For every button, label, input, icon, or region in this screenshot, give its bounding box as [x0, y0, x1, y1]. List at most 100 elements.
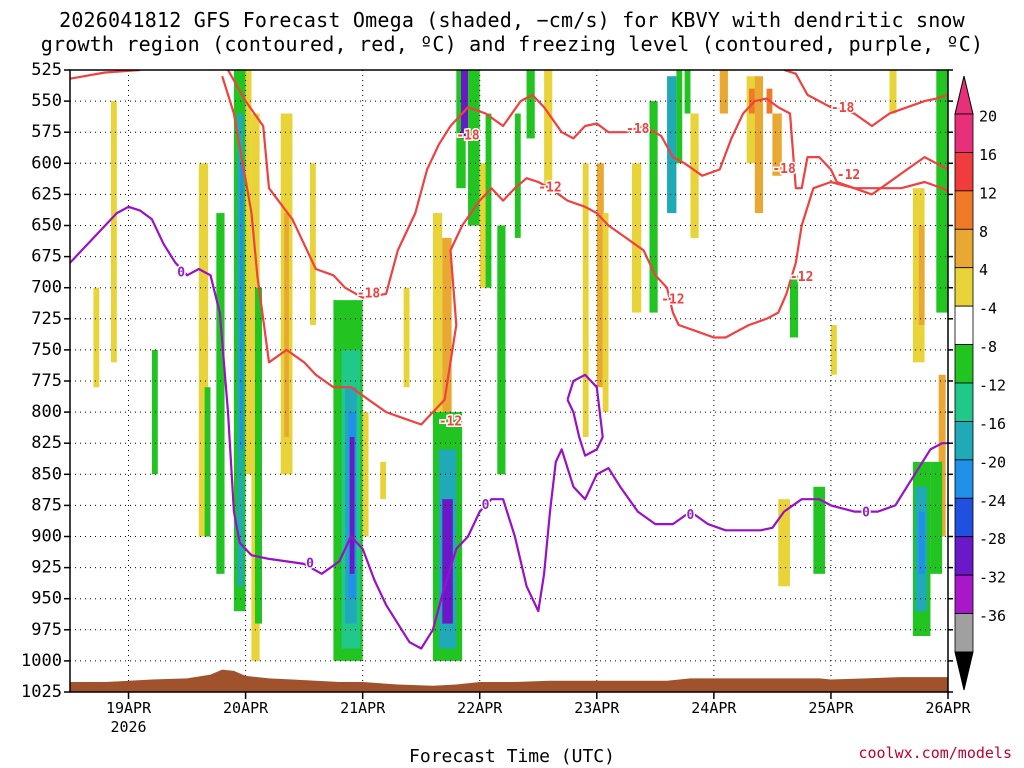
omega-shade-cell: [93, 287, 100, 388]
omega-shade-cell: [746, 76, 757, 164]
colorbar-swatch: [954, 267, 974, 307]
x-tick-label: 22APR: [457, 699, 503, 717]
contour-label: -18: [831, 101, 855, 116]
omega-shade-cell: [649, 101, 658, 313]
omega-shade-cell: [151, 349, 158, 475]
omega-shade-cell: [403, 287, 410, 388]
omega-shade-cell: [204, 387, 211, 537]
omega-shade-cell: [442, 237, 452, 450]
colorbar-swatch: [954, 305, 974, 345]
y-tick-label: 825: [31, 433, 62, 453]
dgz-contour-line: [70, 70, 141, 80]
colorbar-label: 4: [979, 261, 988, 279]
omega-shade-cell: [514, 113, 521, 238]
colorbar-label: 20: [979, 108, 997, 126]
contour-label: -18: [772, 162, 796, 177]
colorbar-label: 12: [979, 184, 997, 202]
colorbar-label: -4: [979, 300, 997, 318]
omega-shade-cell: [380, 461, 387, 500]
colorbar-swatch: [954, 459, 974, 499]
colorbar-swatch: [954, 613, 974, 653]
y-tick-label: 600: [31, 153, 62, 173]
colorbar-label: -12: [979, 377, 1006, 395]
omega-shade-cell: [239, 163, 244, 450]
omega-shade-cell: [918, 225, 925, 326]
y-tick-label: 875: [31, 495, 62, 515]
contour-label: 0: [177, 265, 185, 280]
omega-shade-cell: [772, 113, 782, 176]
terrain-fill: [70, 669, 948, 692]
x-axis-label: Forecast Time (UTC): [409, 746, 615, 767]
omega-shade-cell: [684, 70, 691, 114]
contour-label: 0: [306, 556, 314, 571]
omega-shade-cell: [349, 436, 355, 574]
y-tick-label: 675: [31, 247, 62, 267]
omega-shade-cell: [442, 499, 453, 624]
omega-shade-cell: [309, 163, 316, 326]
omega-shade-cell: [830, 325, 837, 375]
colorbar-label: -16: [979, 415, 1006, 433]
colorbar-label: -8: [979, 338, 997, 356]
y-tick-label: 850: [31, 464, 62, 484]
y-tick-label: 700: [31, 278, 62, 298]
x-tick-sublabel: 2026: [110, 718, 146, 736]
y-tick-label: 975: [31, 620, 62, 640]
contour-label: -12: [661, 293, 684, 308]
colorbar-swatch: [954, 536, 974, 576]
omega-shade-cell: [690, 113, 699, 238]
omega-shade-cell: [889, 70, 897, 114]
colorbar-label: 8: [979, 223, 988, 241]
contour-label: -12: [439, 415, 462, 430]
y-tick-label: 800: [31, 402, 62, 422]
omega-shade-cell: [479, 163, 490, 288]
contour-label: -12: [837, 168, 860, 183]
omega-shade-cell: [110, 101, 117, 363]
y-tick-label: 625: [31, 184, 62, 204]
colorbar-label: -24: [979, 492, 1006, 510]
colorbar-label: -32: [979, 569, 1006, 587]
omega-shade-cell: [813, 486, 826, 574]
contour-label: -18: [357, 286, 381, 301]
omega-shade-cell: [254, 287, 262, 624]
credit-label[interactable]: coolwx.com/models: [858, 744, 1012, 762]
y-tick-label: 950: [31, 589, 62, 609]
omega-shade-cell: [526, 70, 535, 139]
contour-label: 0: [687, 508, 695, 523]
omega-shade-cell: [216, 213, 225, 574]
omega-shade-cell: [918, 511, 925, 574]
omega-shade-cell: [582, 163, 589, 437]
omega-shade-cell: [719, 70, 728, 114]
dgz-contour-line: [783, 70, 948, 128]
omega-shade-cell: [936, 70, 948, 313]
x-tick-label: 24APR: [691, 699, 737, 717]
colorbar-label: -36: [979, 607, 1006, 625]
omega-shade-cell: [497, 225, 506, 475]
colorbar-swatch: [954, 497, 974, 538]
x-tick-label: 21APR: [340, 699, 386, 717]
omega-shade-cell: [468, 70, 480, 226]
omega-shade-cell: [930, 461, 943, 574]
colorbar-swatch: [954, 228, 974, 269]
omega-shade-cell: [754, 76, 764, 214]
freezing-level-contour-line: [70, 205, 948, 650]
omega-shade-cell: [748, 88, 755, 114]
colorbar-swatch: [954, 382, 974, 422]
omega-shade-cell: [461, 70, 469, 139]
x-tick-label: 23APR: [574, 699, 620, 717]
omega-shade-cell: [778, 499, 790, 587]
y-tick-label: 650: [31, 216, 62, 236]
freezing-level-contour-line: [566, 373, 604, 457]
y-tick-label: 925: [31, 558, 62, 578]
colorbar-swatch: [954, 152, 974, 192]
contour-label: 0: [482, 498, 490, 513]
omega-shade-cell: [544, 70, 553, 189]
omega-shade-cell: [789, 275, 799, 338]
colorbar-swatch: [954, 190, 974, 230]
contour-label: -18: [456, 128, 480, 143]
y-tick-label: 525: [31, 60, 62, 80]
omega-shade-cell: [432, 213, 443, 437]
y-tick-label: 1000: [21, 651, 62, 671]
y-tick-label: 575: [31, 122, 62, 142]
colorbar-cap-top: [954, 75, 974, 115]
